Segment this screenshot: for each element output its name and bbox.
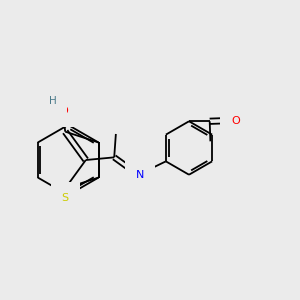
Text: O: O (59, 106, 68, 116)
Text: N: N (136, 170, 144, 180)
Text: S: S (61, 193, 69, 203)
Text: H: H (49, 96, 57, 106)
Text: O: O (231, 116, 240, 126)
